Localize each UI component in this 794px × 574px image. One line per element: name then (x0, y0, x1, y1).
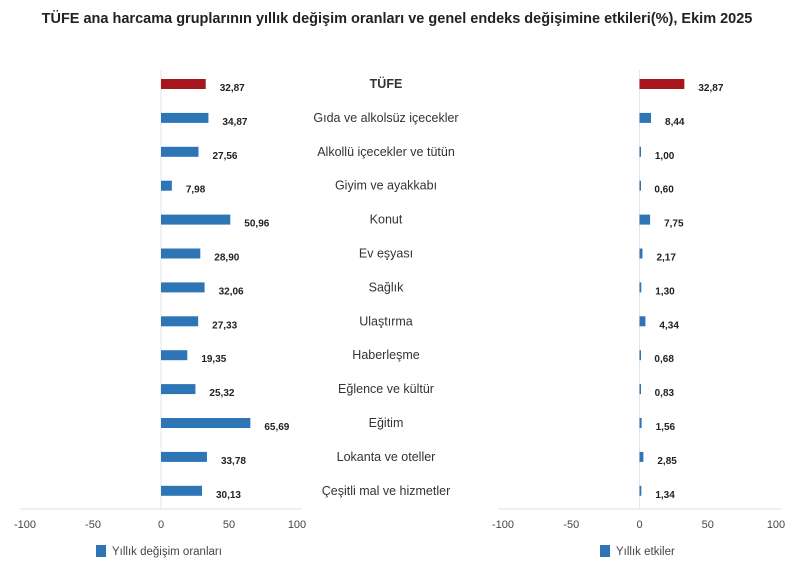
data-label: 1,00 (655, 151, 675, 162)
bar (161, 485, 202, 496)
legend-label: Yıllık değişim oranları (112, 546, 222, 558)
bar (639, 350, 641, 361)
data-label: 34,87 (222, 117, 247, 128)
category-label: Alkollü içecekler ve tütün (317, 145, 455, 159)
category-label: Haberleşme (352, 348, 419, 362)
bar (639, 79, 685, 89)
x-tick-label: 0 (636, 519, 642, 531)
data-label: 7,75 (664, 219, 684, 230)
data-label: 33,78 (221, 456, 246, 467)
category-label: Eğlence ve kültür (338, 382, 434, 396)
bar (161, 180, 172, 191)
data-label: 50,96 (244, 219, 269, 230)
data-label: 30,13 (216, 490, 241, 501)
bar (161, 79, 206, 89)
data-label: 0,60 (654, 185, 674, 196)
bar (161, 451, 207, 462)
category-label: Eğitim (369, 416, 404, 430)
data-label: 2,17 (656, 253, 676, 264)
bar (639, 282, 642, 293)
data-label: 0,83 (655, 388, 675, 399)
chart-title: TÜFE ana harcama gruplarının yıllık deği… (42, 10, 753, 27)
bar (161, 112, 209, 123)
data-label: 27,33 (212, 320, 237, 331)
x-tick-label: 0 (158, 519, 164, 531)
category-label: Lokanta ve oteller (337, 450, 436, 464)
category-label: Ulaştırma (359, 314, 413, 328)
bar (639, 485, 642, 496)
data-label: 1,34 (655, 490, 675, 501)
bar (639, 112, 652, 123)
bar (639, 451, 644, 462)
bar (639, 316, 646, 327)
legend-swatch (96, 545, 106, 557)
bar (161, 214, 231, 225)
data-label: 0,68 (654, 354, 674, 365)
bar (639, 180, 641, 191)
x-tick-label: 100 (288, 519, 306, 531)
bar (639, 214, 651, 225)
data-label: 2,85 (657, 456, 677, 467)
data-label: 25,32 (209, 388, 234, 399)
x-tick-label: -100 (14, 519, 36, 531)
data-label: 8,44 (665, 117, 685, 128)
x-tick-label: -50 (563, 519, 579, 531)
category-label: Konut (370, 213, 403, 227)
legend-label: Yıllık etkiler (616, 546, 675, 558)
bar (161, 418, 251, 428)
x-tick-label: -50 (85, 519, 101, 531)
data-label: 27,56 (212, 151, 237, 162)
bar (161, 146, 199, 157)
bar (161, 350, 188, 361)
bar (161, 316, 199, 327)
x-tick-label: -100 (492, 519, 514, 531)
data-label: 1,30 (655, 286, 675, 297)
data-label: 1,56 (656, 422, 676, 433)
data-label: 32,87 (698, 83, 723, 94)
category-label: Çeşitli mal ve hizmetler (322, 484, 451, 498)
x-tick-label: 100 (767, 519, 785, 531)
bar (639, 384, 641, 395)
bar (161, 248, 201, 259)
data-label: 32,87 (220, 83, 245, 94)
category-label: Giyim ve ayakkabı (335, 179, 437, 193)
bar (161, 384, 196, 395)
bar (639, 418, 642, 428)
x-tick-label: 50 (223, 519, 235, 531)
category-label: Gıda ve alkolsüz içecekler (313, 111, 458, 125)
category-label: Ev eşyası (359, 247, 413, 261)
data-label: 4,34 (659, 320, 679, 331)
legend-swatch (600, 545, 610, 557)
data-label: 28,90 (214, 253, 239, 264)
data-label: 7,98 (186, 185, 206, 196)
bar (161, 282, 205, 293)
bar (639, 248, 643, 259)
x-tick-label: 50 (702, 519, 714, 531)
category-label: TÜFE (370, 76, 403, 91)
category-label: Sağlık (369, 280, 404, 294)
data-label: 19,35 (201, 354, 226, 365)
data-label: 32,06 (219, 286, 244, 297)
bar (639, 146, 641, 157)
data-label: 65,69 (264, 422, 289, 433)
